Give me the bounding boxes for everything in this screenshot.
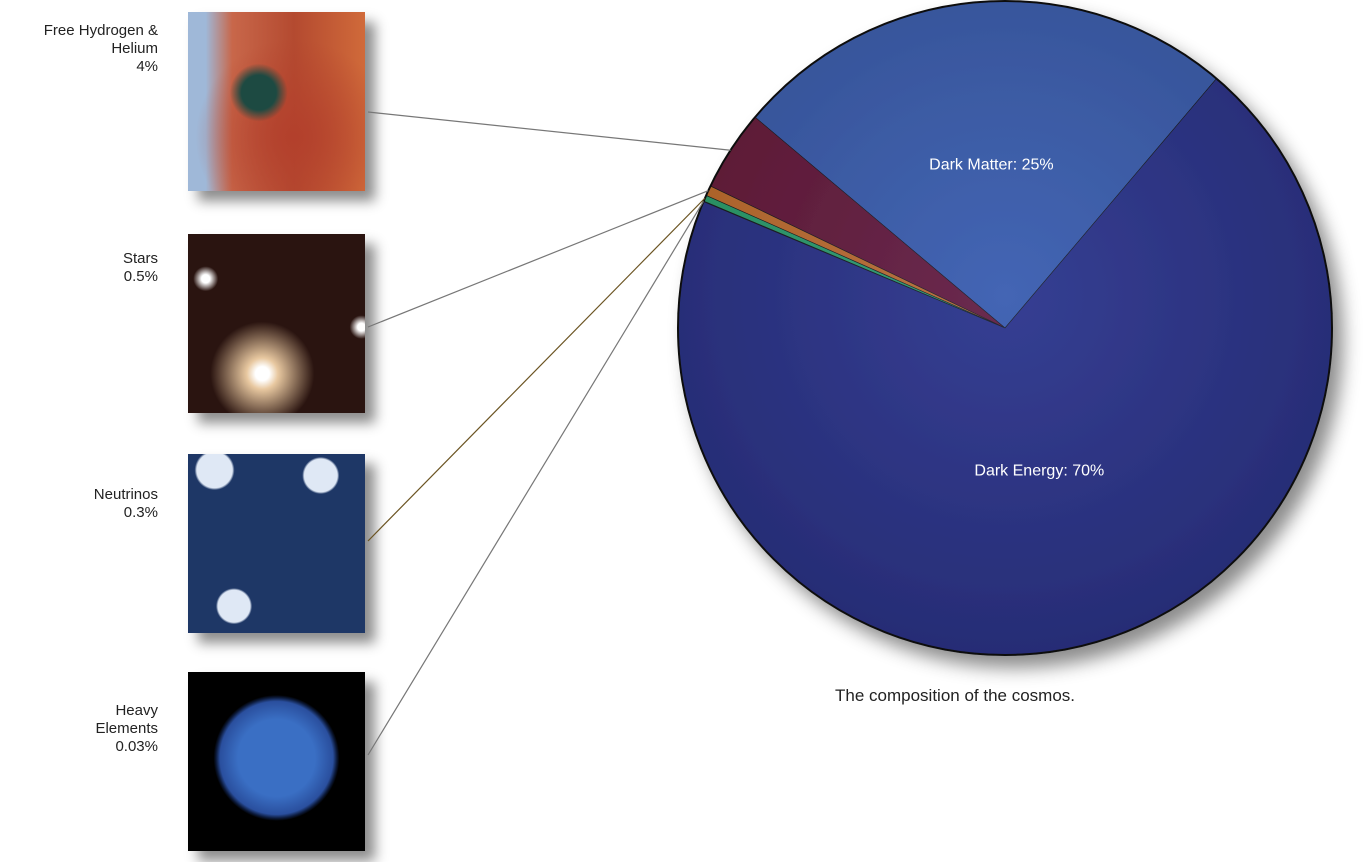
thumbnail-stars xyxy=(188,234,365,413)
connector xyxy=(367,201,705,756)
side-label: Neutrinos 0.3% xyxy=(58,486,158,522)
slice-label: Dark Energy: 70% xyxy=(974,462,1104,479)
value-label: 0.03% xyxy=(115,738,158,755)
thumbnail-earth xyxy=(188,672,365,851)
slice-label: Dark Matter: 25% xyxy=(929,156,1053,173)
connector xyxy=(367,190,709,328)
category-label: Free Hydrogen & Helium xyxy=(43,22,158,57)
value-label: 0.5% xyxy=(123,268,158,285)
side-label: Stars 0.5% xyxy=(58,250,158,286)
caption: The composition of the cosmos. xyxy=(835,686,1076,705)
category-label: Stars xyxy=(122,250,158,267)
thumbnail-nebula xyxy=(188,12,365,191)
category-label: Heavy Elements xyxy=(95,702,158,737)
thumbnail-neutrinos xyxy=(188,454,365,633)
category-label: Neutrinos xyxy=(93,486,158,503)
side-label: Free Hydrogen & Helium 4% xyxy=(18,22,158,76)
side-label: Heavy Elements 0.03% xyxy=(88,702,158,756)
value-label: 0.3% xyxy=(123,504,158,521)
value-label: 4% xyxy=(136,58,158,75)
connector xyxy=(367,197,706,542)
connector xyxy=(367,111,731,151)
